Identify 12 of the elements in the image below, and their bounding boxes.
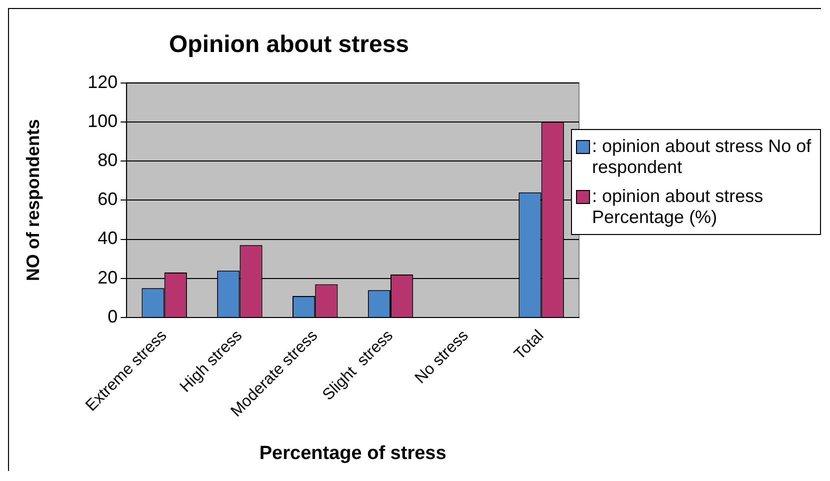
y-tick-label: 120 [88, 72, 118, 92]
y-tick-label: 40 [98, 228, 118, 248]
y-axis-title: NO of respondents [22, 119, 43, 282]
y-tick-label: 20 [98, 267, 118, 288]
y-tick-label: 60 [98, 189, 118, 210]
chart-title: Opinion about stress [168, 31, 410, 59]
x-axis-title: Percentage of stress [259, 442, 446, 464]
y-tick-label: 0 [108, 306, 118, 326]
legend-label: : opinion about stress No of respondent [592, 136, 812, 178]
y-tick-label: 80 [98, 150, 118, 170]
y-tick-label: 100 [88, 110, 118, 131]
legend-label: : opinion about stress Percentage (%) [592, 186, 764, 228]
